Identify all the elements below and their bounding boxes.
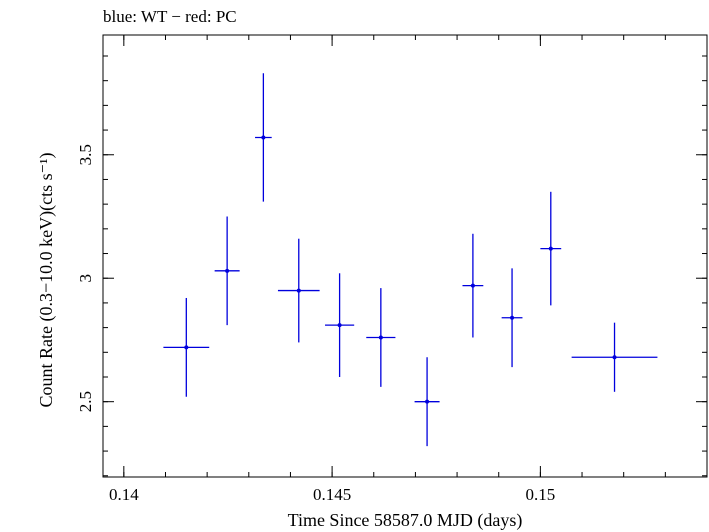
x-axis-label: Time Since 58587.0 MJD (days) [288, 510, 523, 531]
y-axis-label: Count Rate (0.3−10.0 keV)(cts s⁻¹) [36, 152, 57, 407]
y-tick-label: 3 [76, 274, 95, 283]
x-tick-label: 0.15 [526, 485, 556, 504]
data-point [184, 345, 189, 350]
axis-ticks [103, 35, 708, 477]
x-tick-label: 0.14 [109, 485, 139, 504]
data-points [163, 73, 658, 447]
data-point [378, 335, 383, 340]
data-point [225, 268, 230, 273]
data-point [261, 135, 266, 140]
data-point [337, 323, 342, 328]
data-point [548, 246, 553, 251]
y-tick-label: 3.5 [76, 144, 95, 165]
data-point [612, 355, 617, 360]
plot-frame [102, 34, 708, 478]
data-point [296, 288, 301, 293]
y-tick-label: 2.5 [76, 391, 95, 412]
data-point [425, 399, 430, 404]
data-point [510, 315, 515, 320]
tick-labels: 0.14 0.145 0.15 2.5 3 3.5 [76, 144, 555, 504]
chart-title: blue: WT − red: PC [103, 7, 237, 26]
x-tick-label: 0.145 [313, 485, 351, 504]
data-point [470, 283, 475, 288]
